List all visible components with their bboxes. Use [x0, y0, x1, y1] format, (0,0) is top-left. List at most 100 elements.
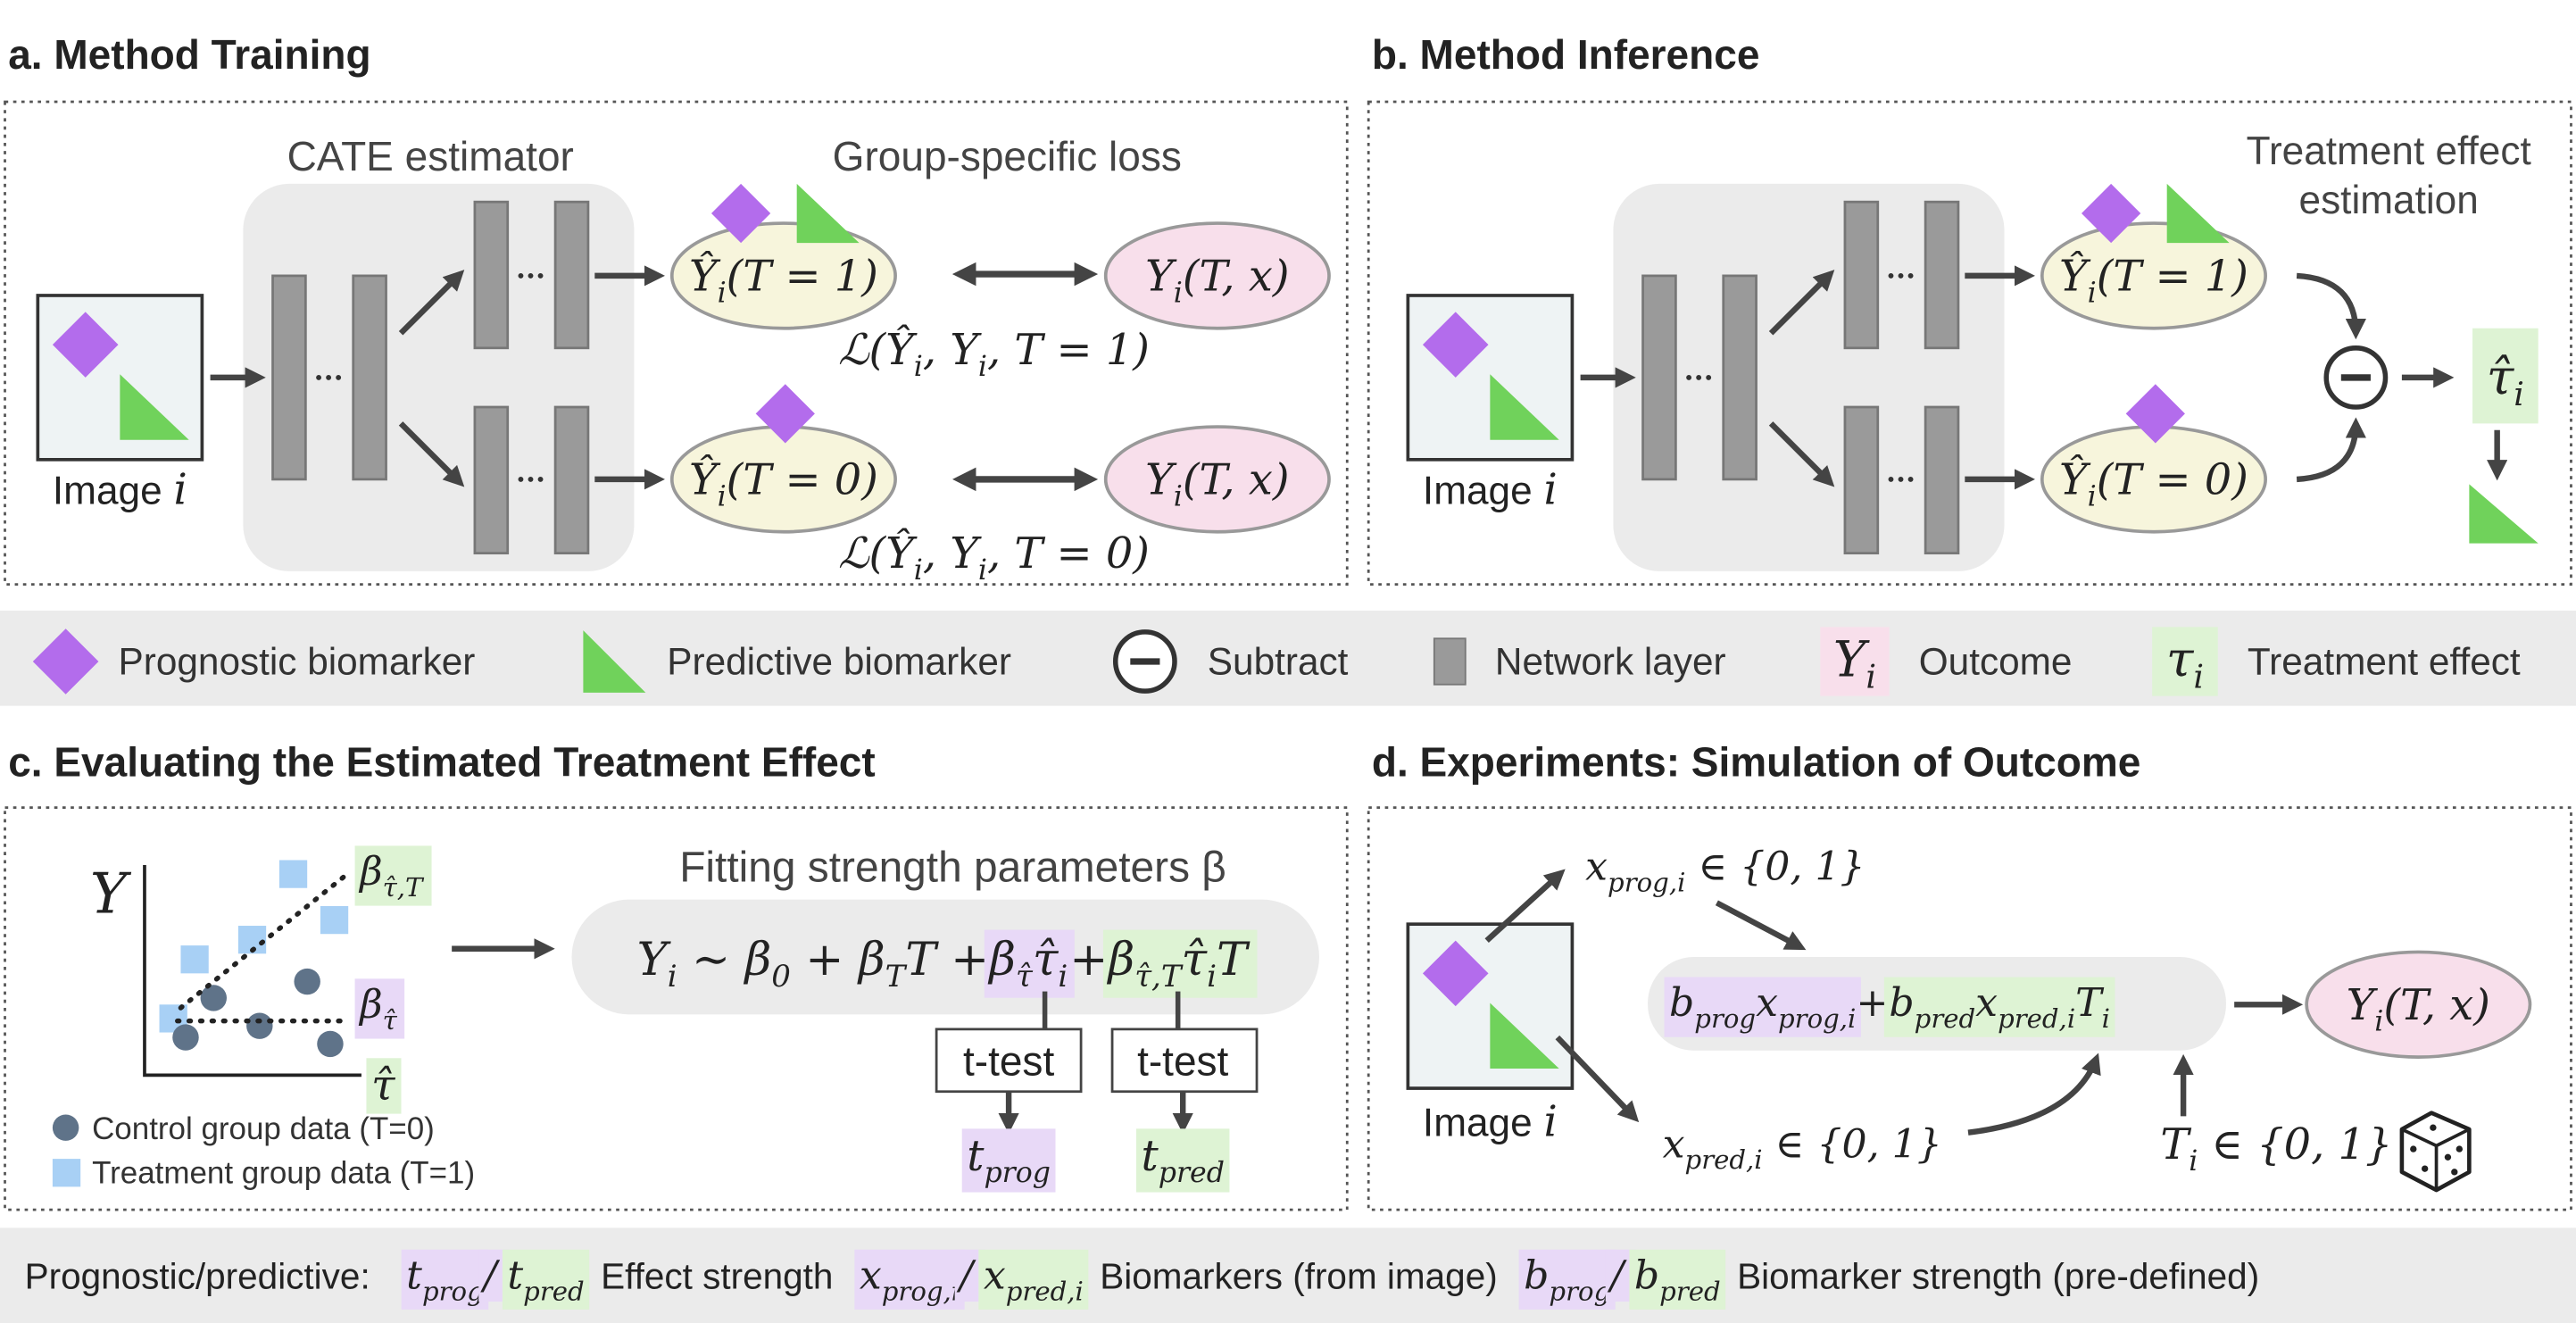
- legend-label: Treatment effect: [2248, 641, 2521, 683]
- legend-label: Outcome: [1919, 641, 2073, 683]
- footer-label: Biomarker strength (pre-defined): [1737, 1255, 2259, 1296]
- highlight: [1518, 1249, 1616, 1310]
- math-sub: i: [914, 351, 923, 383]
- math-base: b: [1524, 1252, 1549, 1298]
- arrow: [1768, 270, 1835, 336]
- highlight: [854, 1249, 965, 1310]
- math-sub: i: [2374, 1006, 2383, 1038]
- highlight: [978, 1249, 1089, 1310]
- ellipsis-dot: [528, 272, 534, 279]
- footer-predictive: tpred: [507, 1252, 584, 1306]
- highlight: [984, 929, 1075, 998]
- math-base: /: [480, 1252, 501, 1298]
- network-layer: [473, 200, 510, 350]
- prognostic-term: bprogxprog,i: [1669, 980, 1856, 1034]
- predictive-biomarker-icon: [2469, 484, 2539, 544]
- math-after: , Y: [923, 529, 982, 578]
- ellipsis-dot: [537, 272, 544, 279]
- math-sub: τ̂,T: [1134, 959, 1184, 994]
- treatment-point: [180, 945, 209, 974]
- ellipsis-dot: [518, 476, 524, 482]
- control-point: [246, 1012, 273, 1039]
- footer-prognostic: tprog: [406, 1252, 484, 1306]
- legend-label: Subtract: [1208, 641, 1349, 683]
- math-sub: pred: [1915, 1003, 1975, 1034]
- highlight: [961, 1128, 1056, 1193]
- math-base: β: [987, 933, 1016, 986]
- image-label: Image i: [1423, 466, 1558, 515]
- math-after: (T = 0): [727, 455, 878, 504]
- math-after: x: [1975, 980, 1998, 1026]
- legend-label: Prognostic biomarker: [119, 641, 476, 683]
- panel-title: b. Method Inference: [1372, 31, 1760, 78]
- outcome: Yi(T, x): [1145, 455, 1289, 512]
- ellipsis-dot: [1888, 476, 1894, 482]
- math-sub: prog,i: [1608, 867, 1685, 897]
- line-label: βτ̂,T: [358, 849, 425, 903]
- predictive-term: bpredxpred,iTi: [1889, 980, 2110, 1034]
- math-after: , T = 0): [987, 529, 1150, 578]
- math-base: t: [406, 1252, 422, 1298]
- treatment-effect: τ̂i: [2487, 349, 2524, 413]
- math-base: t: [967, 1132, 985, 1181]
- math-base: β: [1106, 933, 1134, 986]
- treatment-legend-icon: [52, 1159, 81, 1187]
- panel-frame: [4, 806, 1349, 1211]
- math-base: τ̂: [2487, 349, 2515, 406]
- math-sub: i: [668, 959, 677, 994]
- math-base: x: [1663, 1121, 1685, 1167]
- output-node: [2305, 950, 2532, 1059]
- network-layer: [1843, 405, 1880, 555]
- ellipsis-dot: [528, 476, 534, 482]
- highlight: [1883, 977, 2115, 1037]
- math-base: ℒ(Ŷ: [838, 527, 918, 578]
- math-sub: i: [718, 480, 727, 512]
- network-layer: [1722, 274, 1757, 481]
- math-base: Ŷ: [2059, 453, 2091, 504]
- math-sub: i: [2189, 1145, 2198, 1177]
- math-sub: i: [978, 554, 987, 587]
- network-layer: [1641, 274, 1677, 481]
- math-row: tpred: [1135, 1128, 1230, 1193]
- math-sub: T: [885, 959, 908, 994]
- math-row: tprog: [961, 1128, 1056, 1193]
- panel-title: d. Experiments: Simulation of Outcome: [1372, 739, 2140, 786]
- math-sub: pred: [1659, 1276, 1720, 1306]
- math-sub: i: [1174, 480, 1183, 512]
- network-layer-icon: [1433, 637, 1467, 686]
- output-node: [2040, 221, 2267, 330]
- math-base: x: [860, 1252, 882, 1298]
- footer-separator: /: [956, 1252, 976, 1298]
- math-base: i: [174, 466, 187, 515]
- test-statistic: tpred: [1141, 1132, 1224, 1189]
- math-after: (T, x): [1183, 252, 1290, 301]
- math-after: (T = 1): [2097, 252, 2248, 301]
- math-sub: 0: [771, 959, 791, 994]
- math-base: Y: [2347, 981, 2379, 1030]
- math-base: /: [956, 1252, 976, 1298]
- math-sub: prog: [1694, 1003, 1756, 1034]
- arrow: [398, 270, 465, 336]
- math-sub: i: [1866, 657, 1876, 695]
- legend-symbol: τi: [2166, 632, 2204, 696]
- math-after: (T = 0): [2097, 455, 2248, 504]
- arrow: [1484, 869, 1566, 943]
- footer-prognostic: bprog: [1524, 1252, 1610, 1306]
- curved-arrow: [1967, 1053, 2101, 1136]
- network-layer: [271, 274, 307, 481]
- ellipsis-dot: [1898, 476, 1904, 482]
- highlight: [354, 978, 405, 1039]
- math-sub: i: [2102, 1003, 2110, 1034]
- network-layer: [473, 405, 510, 555]
- image-label: Image: [53, 470, 162, 513]
- highlight: [1629, 1249, 1726, 1310]
- highlight: [1102, 929, 1258, 998]
- image-label-var: i: [1544, 1097, 1558, 1146]
- math-sub: i: [718, 277, 727, 309]
- math-base: +: [1856, 980, 1889, 1026]
- control-point: [294, 968, 320, 995]
- control-point: [172, 1024, 199, 1051]
- footer-predictive: xpred,i: [984, 1252, 1084, 1306]
- arrow: [1555, 1035, 1640, 1123]
